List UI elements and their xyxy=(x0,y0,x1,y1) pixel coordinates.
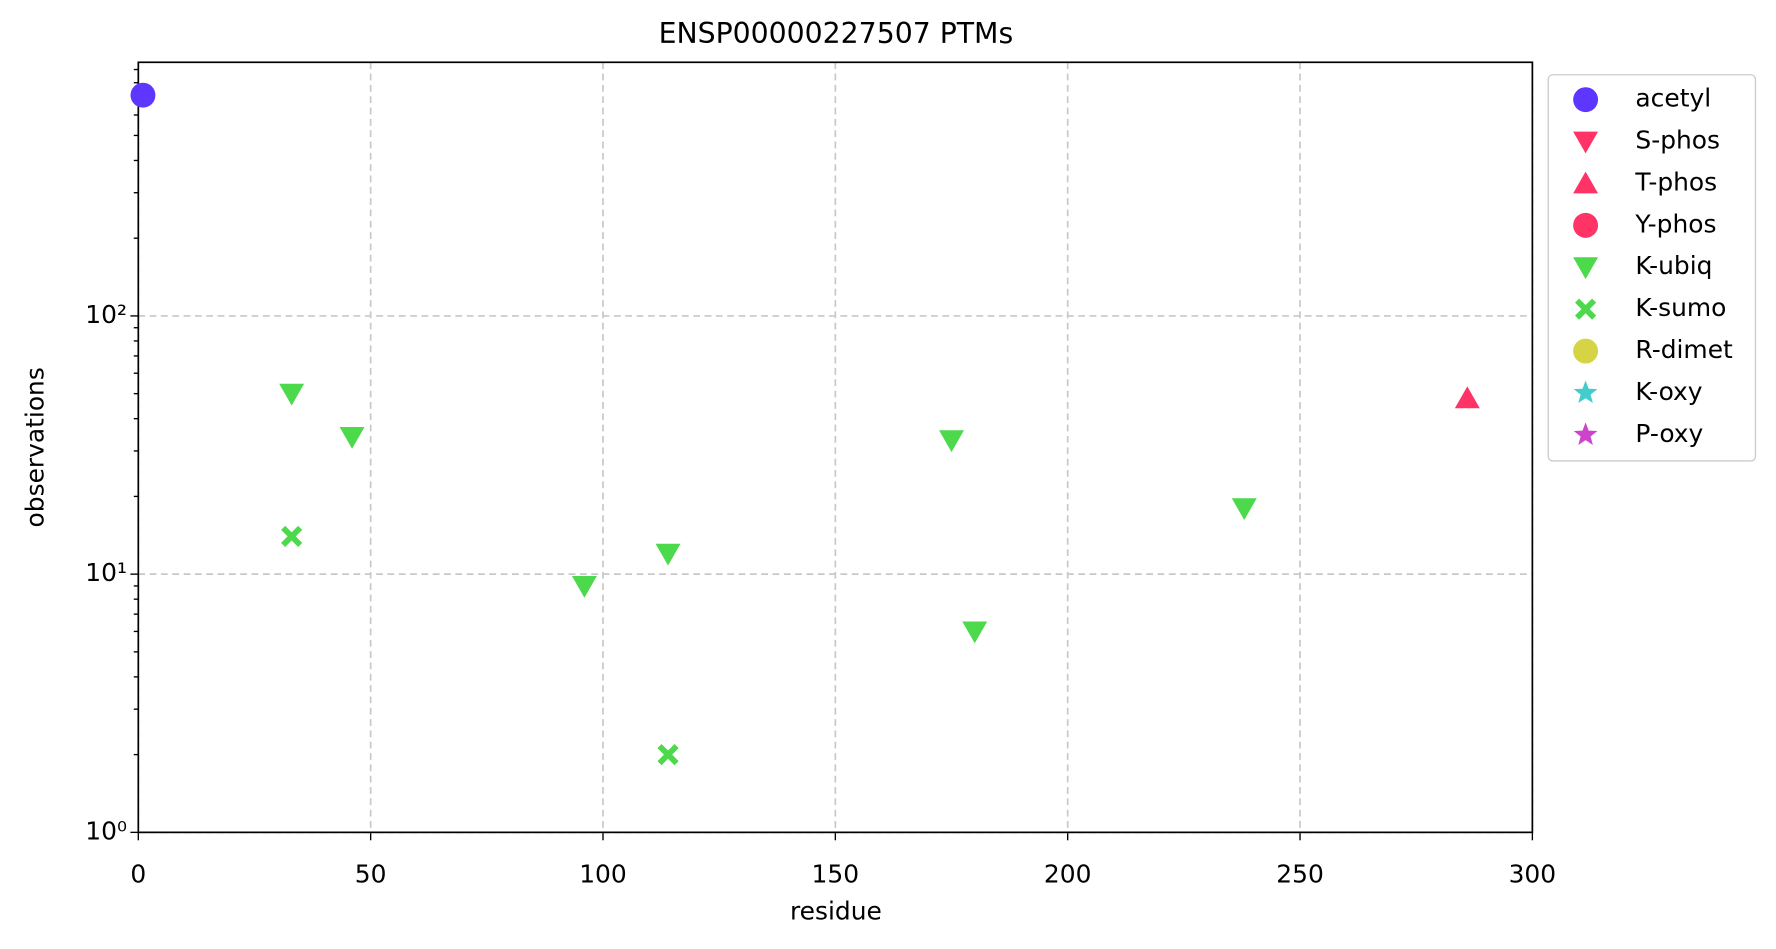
x-tick-label: 250 xyxy=(1276,859,1324,888)
point xyxy=(655,543,681,566)
legend-label: K-ubiq xyxy=(1635,251,1712,280)
x-tick-label: 0 xyxy=(130,859,146,888)
chart-title: ENSP00000227507 PTMs xyxy=(659,17,1014,50)
legend-label: R-dimet xyxy=(1635,335,1733,364)
legend-label: Y-phos xyxy=(1634,209,1716,238)
x-tick-label: 300 xyxy=(1509,859,1557,888)
y-tick-label: 10¹ xyxy=(85,558,127,587)
legend-marker xyxy=(1573,171,1599,194)
legend-label: K-oxy xyxy=(1635,377,1702,406)
legend-marker xyxy=(1573,131,1599,154)
legend-marker xyxy=(1573,212,1599,238)
y-tick-label: 10⁰ xyxy=(85,816,127,845)
legend-marker xyxy=(1573,257,1599,280)
y-axis-label: observations xyxy=(20,367,49,527)
point xyxy=(130,82,156,108)
point xyxy=(657,744,679,766)
point xyxy=(1454,386,1480,409)
x-tick-label: 150 xyxy=(812,859,860,888)
legend-label: acetyl xyxy=(1635,84,1711,113)
y-tick-label: 10² xyxy=(85,300,127,329)
legend-marker xyxy=(1573,380,1598,404)
point xyxy=(339,426,365,449)
legend-marker xyxy=(1575,298,1597,320)
x-tick-label: 200 xyxy=(1044,859,1092,888)
plot-frame xyxy=(137,61,1534,834)
point xyxy=(1231,498,1257,521)
legend-box xyxy=(1547,74,1757,462)
point xyxy=(279,383,305,406)
point xyxy=(571,575,597,598)
legend-label: T-phos xyxy=(1634,167,1717,196)
legend-label: K-sumo xyxy=(1635,293,1726,322)
legend-label: P-oxy xyxy=(1635,419,1703,448)
legend-marker xyxy=(1573,87,1599,113)
x-axis-label: residue xyxy=(790,897,882,926)
x-tick-label: 100 xyxy=(579,859,627,888)
legend-label: S-phos xyxy=(1635,126,1720,155)
point xyxy=(962,621,988,644)
legend-marker xyxy=(1573,338,1599,364)
point xyxy=(281,525,303,547)
x-tick-label: 50 xyxy=(355,859,387,888)
point xyxy=(939,430,964,453)
legend-marker xyxy=(1573,422,1598,445)
